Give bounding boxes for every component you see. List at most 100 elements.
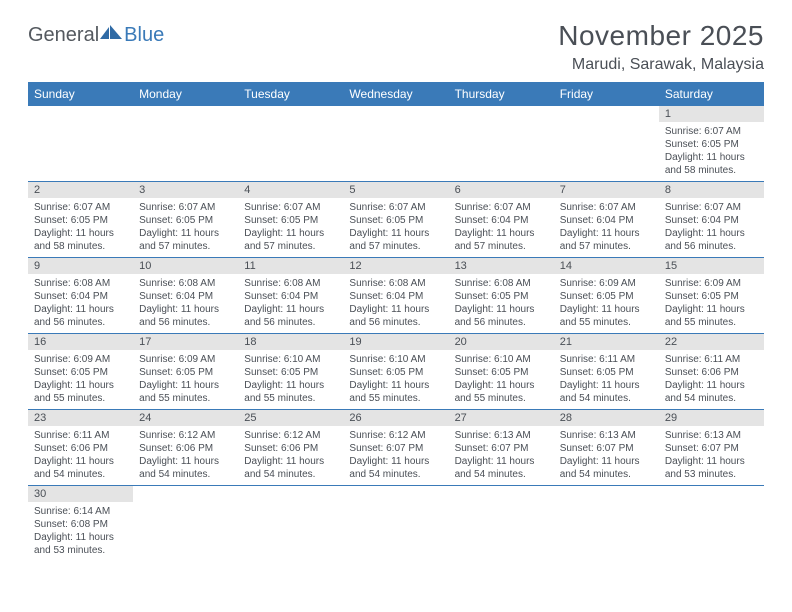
calendar-table: Sunday Monday Tuesday Wednesday Thursday… [28,82,764,561]
sunset-line: Sunset: 6:05 PM [139,214,232,227]
calendar-day-cell: 4Sunrise: 6:07 AMSunset: 6:05 PMDaylight… [238,182,343,258]
sunrise-line: Sunrise: 6:08 AM [244,277,337,290]
daylight-line: Daylight: 11 hours and 58 minutes. [34,227,127,253]
day-details: Sunrise: 6:07 AMSunset: 6:05 PMDaylight:… [343,198,448,257]
day-details: Sunrise: 6:09 AMSunset: 6:05 PMDaylight:… [28,350,133,409]
sunrise-line: Sunrise: 6:07 AM [244,201,337,214]
sunset-line: Sunset: 6:04 PM [139,290,232,303]
sunrise-line: Sunrise: 6:12 AM [349,429,442,442]
day-number: 27 [449,410,554,426]
day-number: 14 [554,258,659,274]
sunset-line: Sunset: 6:05 PM [34,214,127,227]
day-number: 26 [343,410,448,426]
day-details: Sunrise: 6:08 AMSunset: 6:04 PMDaylight:… [133,274,238,333]
logo-text-blue: Blue [124,24,164,47]
day-number [343,106,448,122]
calendar-day-cell: 12Sunrise: 6:08 AMSunset: 6:04 PMDayligh… [343,258,448,334]
day-details: Sunrise: 6:14 AMSunset: 6:08 PMDaylight:… [28,502,133,561]
day-number: 1 [659,106,764,122]
calendar-day-cell [449,106,554,182]
calendar-day-cell [554,486,659,562]
day-number: 25 [238,410,343,426]
calendar-week-row: 2Sunrise: 6:07 AMSunset: 6:05 PMDaylight… [28,182,764,258]
sunrise-line: Sunrise: 6:07 AM [349,201,442,214]
day-number: 22 [659,334,764,350]
daylight-line: Daylight: 11 hours and 57 minutes. [139,227,232,253]
sunrise-line: Sunrise: 6:11 AM [560,353,653,366]
sunrise-line: Sunrise: 6:09 AM [665,277,758,290]
calendar-day-cell [238,106,343,182]
daylight-line: Daylight: 11 hours and 53 minutes. [34,531,127,557]
daylight-line: Daylight: 11 hours and 57 minutes. [455,227,548,253]
weekday-header: Wednesday [343,82,448,106]
day-number [343,486,448,502]
day-number [133,106,238,122]
day-details: Sunrise: 6:07 AMSunset: 6:05 PMDaylight:… [659,122,764,181]
daylight-line: Daylight: 11 hours and 55 minutes. [139,379,232,405]
day-number: 20 [449,334,554,350]
sunrise-line: Sunrise: 6:10 AM [244,353,337,366]
calendar-day-cell: 3Sunrise: 6:07 AMSunset: 6:05 PMDaylight… [133,182,238,258]
calendar-day-cell: 7Sunrise: 6:07 AMSunset: 6:04 PMDaylight… [554,182,659,258]
calendar-day-cell: 19Sunrise: 6:10 AMSunset: 6:05 PMDayligh… [343,334,448,410]
day-details: Sunrise: 6:12 AMSunset: 6:06 PMDaylight:… [133,426,238,485]
daylight-line: Daylight: 11 hours and 55 minutes. [665,303,758,329]
sunrise-line: Sunrise: 6:14 AM [34,505,127,518]
sunrise-line: Sunrise: 6:07 AM [665,201,758,214]
day-details: Sunrise: 6:07 AMSunset: 6:05 PMDaylight:… [28,198,133,257]
sunrise-line: Sunrise: 6:09 AM [560,277,653,290]
daylight-line: Daylight: 11 hours and 54 minutes. [349,455,442,481]
day-number [238,106,343,122]
sunset-line: Sunset: 6:05 PM [560,366,653,379]
day-number [238,486,343,502]
day-number: 18 [238,334,343,350]
day-number [28,106,133,122]
day-number: 3 [133,182,238,198]
sunset-line: Sunset: 6:05 PM [244,366,337,379]
day-number: 8 [659,182,764,198]
sunset-line: Sunset: 6:05 PM [34,366,127,379]
day-number [449,106,554,122]
daylight-line: Daylight: 11 hours and 55 minutes. [455,379,548,405]
sunset-line: Sunset: 6:06 PM [665,366,758,379]
day-details: Sunrise: 6:08 AMSunset: 6:04 PMDaylight:… [28,274,133,333]
daylight-line: Daylight: 11 hours and 56 minutes. [139,303,232,329]
day-details: Sunrise: 6:12 AMSunset: 6:06 PMDaylight:… [238,426,343,485]
sunset-line: Sunset: 6:04 PM [455,214,548,227]
day-details: Sunrise: 6:13 AMSunset: 6:07 PMDaylight:… [554,426,659,485]
daylight-line: Daylight: 11 hours and 57 minutes. [244,227,337,253]
sunset-line: Sunset: 6:05 PM [560,290,653,303]
calendar-week-row: 23Sunrise: 6:11 AMSunset: 6:06 PMDayligh… [28,410,764,486]
sunrise-line: Sunrise: 6:08 AM [139,277,232,290]
sunrise-line: Sunrise: 6:13 AM [665,429,758,442]
sunset-line: Sunset: 6:05 PM [349,366,442,379]
daylight-line: Daylight: 11 hours and 54 minutes. [139,455,232,481]
calendar-day-cell: 27Sunrise: 6:13 AMSunset: 6:07 PMDayligh… [449,410,554,486]
sunset-line: Sunset: 6:05 PM [665,290,758,303]
daylight-line: Daylight: 11 hours and 56 minutes. [665,227,758,253]
calendar-day-cell [343,106,448,182]
daylight-line: Daylight: 11 hours and 55 minutes. [349,379,442,405]
day-number [133,486,238,502]
day-details: Sunrise: 6:11 AMSunset: 6:06 PMDaylight:… [28,426,133,485]
day-number: 28 [554,410,659,426]
calendar-day-cell: 22Sunrise: 6:11 AMSunset: 6:06 PMDayligh… [659,334,764,410]
sunset-line: Sunset: 6:06 PM [244,442,337,455]
calendar-day-cell: 21Sunrise: 6:11 AMSunset: 6:05 PMDayligh… [554,334,659,410]
sunset-line: Sunset: 6:08 PM [34,518,127,531]
daylight-line: Daylight: 11 hours and 54 minutes. [455,455,548,481]
sunrise-line: Sunrise: 6:13 AM [455,429,548,442]
calendar-day-cell: 20Sunrise: 6:10 AMSunset: 6:05 PMDayligh… [449,334,554,410]
title-block: November 2025 Marudi, Sarawak, Malaysia [558,20,764,74]
calendar-day-cell [133,486,238,562]
calendar-body: 1Sunrise: 6:07 AMSunset: 6:05 PMDaylight… [28,106,764,561]
day-number: 7 [554,182,659,198]
calendar-page: General Blue November 2025 Marudi, Saraw… [0,0,792,581]
day-details: Sunrise: 6:07 AMSunset: 6:04 PMDaylight:… [659,198,764,257]
calendar-day-cell [449,486,554,562]
logo-text-general: General [28,24,99,47]
day-number [554,486,659,502]
daylight-line: Daylight: 11 hours and 55 minutes. [560,303,653,329]
sunrise-line: Sunrise: 6:11 AM [665,353,758,366]
day-number: 17 [133,334,238,350]
